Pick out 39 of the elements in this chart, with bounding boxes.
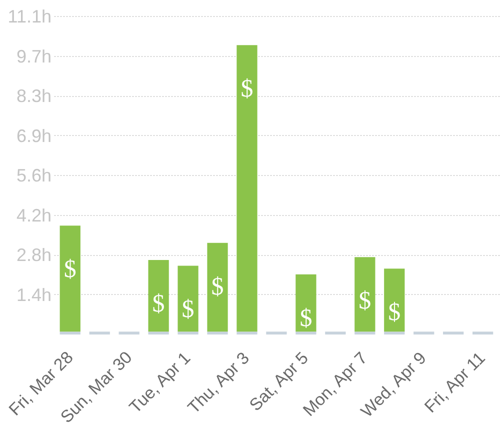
y-tick-label: 11.1h <box>8 6 52 27</box>
data-label: $ <box>211 273 224 300</box>
y-tick-label: 2.8h <box>16 245 52 266</box>
bar <box>236 332 258 334</box>
data-label: $ <box>182 296 194 324</box>
bar <box>325 332 346 334</box>
bar <box>89 332 110 334</box>
bar <box>118 332 140 334</box>
bar <box>414 332 434 334</box>
bar <box>178 266 198 332</box>
bar <box>60 226 80 332</box>
data-label: $ <box>64 256 76 284</box>
bar <box>207 332 228 334</box>
y-tick-label: 4.2h <box>16 205 52 226</box>
y-tick-label: 9.7h <box>16 46 52 66</box>
y-tick-label: 5.6h <box>16 166 52 186</box>
bar <box>354 332 376 334</box>
bar <box>384 332 405 334</box>
y-tick-label: 1.4h <box>16 284 52 305</box>
bar <box>472 332 494 334</box>
data-label: $ <box>388 299 401 326</box>
bar <box>148 260 169 332</box>
bar <box>443 332 464 334</box>
bar <box>60 332 80 334</box>
y-tick-label: 6.9h <box>16 126 52 146</box>
bar <box>236 45 258 332</box>
bar <box>296 274 316 332</box>
data-label: $ <box>300 304 312 332</box>
y-tick-label: 8.3h <box>16 86 52 106</box>
bar <box>148 332 169 334</box>
data-label: $ <box>358 288 372 315</box>
data-label: $ <box>240 76 254 103</box>
data-label: $ <box>152 290 165 318</box>
bar <box>296 332 316 334</box>
bar <box>178 332 198 334</box>
bar <box>354 257 376 332</box>
bar <box>266 332 287 334</box>
bar <box>207 242 228 332</box>
bar <box>384 268 405 332</box>
